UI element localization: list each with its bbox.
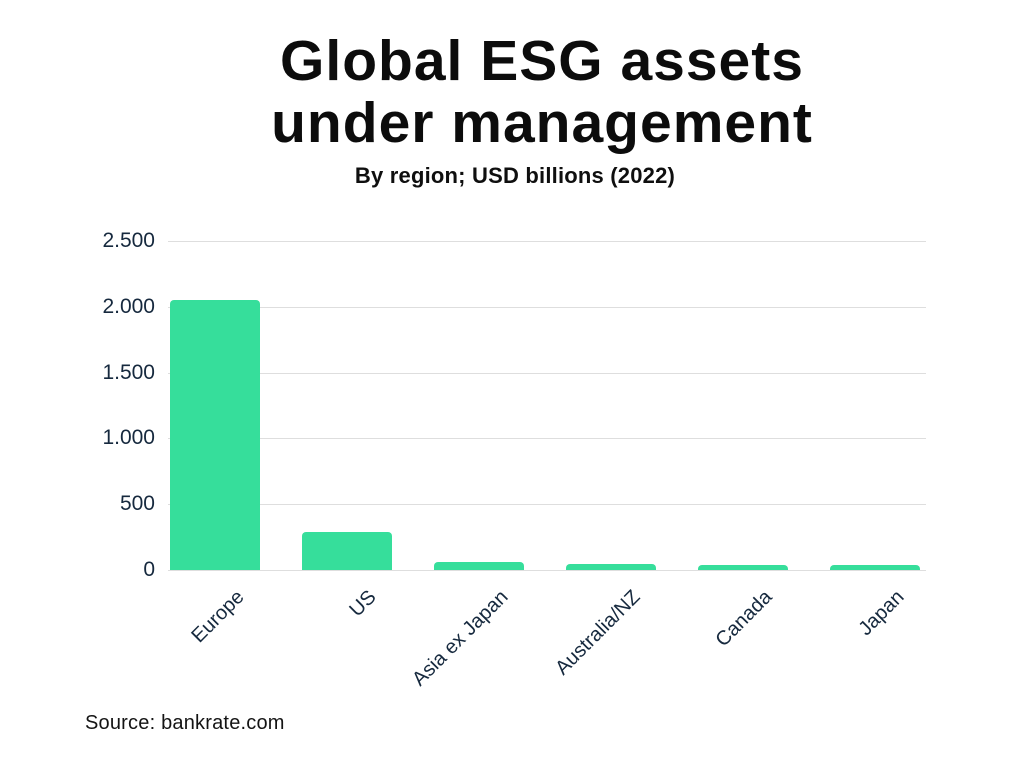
x-label-asia-ex-japan: Asia ex Japan	[407, 586, 513, 691]
y-tick-label: 2.500	[102, 229, 155, 252]
bar-asia-ex-japan	[433, 562, 524, 570]
y-tick-label: 0	[143, 558, 155, 581]
bar-japan	[829, 565, 920, 570]
bar-europe	[169, 300, 260, 570]
bar-canada	[697, 564, 788, 570]
gridline	[168, 241, 926, 242]
gridline	[168, 504, 926, 506]
x-label-canada: Canada	[710, 586, 777, 652]
x-label-japan: Japan	[853, 586, 909, 641]
chart-title: Global ESG assets under management	[271, 29, 813, 156]
chart-subtitle: By region; USD billions (2022)	[354, 163, 676, 188]
y-tick-label: 2.000	[102, 294, 155, 318]
source-attribution: Source: bankrate.com	[85, 712, 285, 734]
y-tick-label: 500	[119, 492, 155, 516]
bar-australia-nz	[565, 564, 656, 570]
y-tick-label: 1.500	[102, 360, 155, 384]
x-label-australia-nz: Australia/NZ	[550, 586, 645, 680]
bar-us	[301, 531, 392, 570]
y-tick-label: 1.000	[102, 426, 155, 450]
gridline	[168, 570, 926, 571]
gridline	[168, 438, 926, 440]
gridline	[168, 372, 926, 374]
gridline	[168, 306, 926, 308]
